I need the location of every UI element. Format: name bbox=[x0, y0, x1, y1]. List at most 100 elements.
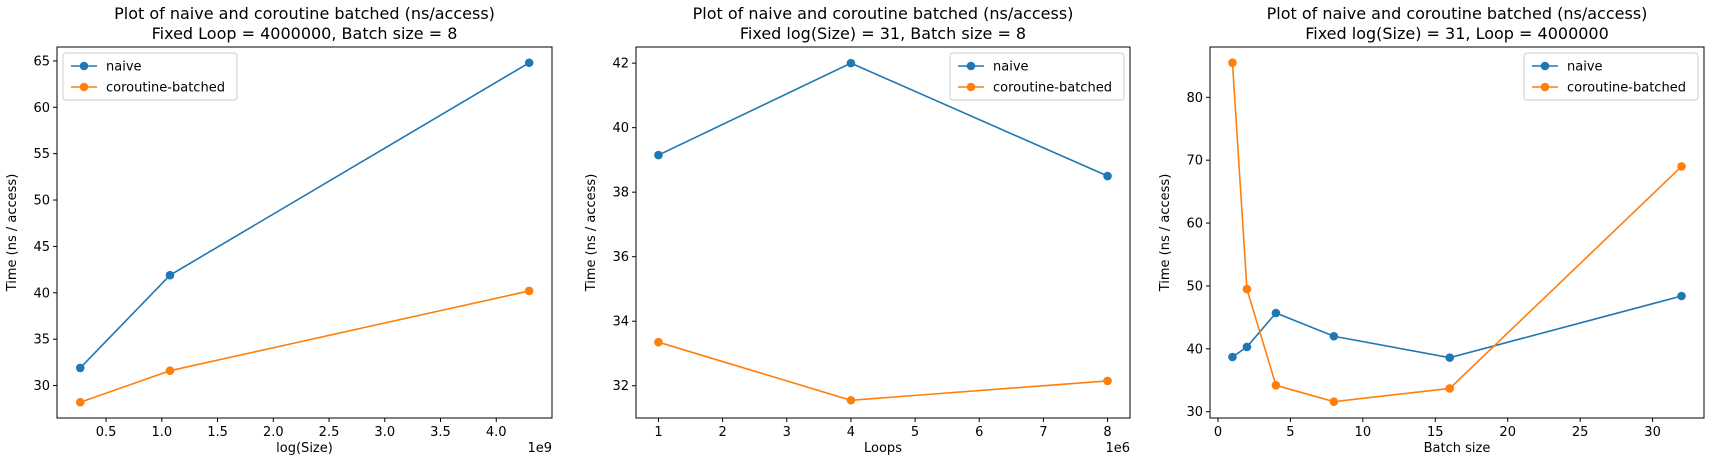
x-tick-label: 4 bbox=[847, 425, 855, 440]
x-tick-label: 7 bbox=[1039, 425, 1047, 440]
data-point-coroutine-batched bbox=[524, 286, 534, 296]
data-point-coroutine-batched bbox=[846, 395, 856, 405]
data-point-naive bbox=[1445, 353, 1455, 362]
series-line-naive bbox=[79, 62, 530, 369]
x-tick-label: 0.5 bbox=[96, 425, 117, 440]
data-point-naive bbox=[75, 363, 85, 373]
y-tick-label: 35 bbox=[33, 333, 50, 348]
y-tick-label: 55 bbox=[33, 147, 50, 162]
data-point-coroutine-batched bbox=[1329, 397, 1339, 406]
x-tick-label: 6 bbox=[975, 425, 983, 440]
data-point-coroutine-batched bbox=[1103, 376, 1112, 386]
chart-1: Plot of naive and coroutine batched (ns/… bbox=[5, 4, 553, 456]
plot-frame bbox=[635, 46, 1131, 419]
legend-marker-swatch bbox=[966, 82, 976, 92]
y-tick-label: 40 bbox=[33, 286, 50, 301]
y-tick-label: 38 bbox=[612, 186, 629, 201]
series-line-naive bbox=[1231, 295, 1682, 359]
legend-label: coroutine-batched bbox=[106, 81, 225, 96]
x-axis-label: Loops bbox=[864, 441, 902, 456]
data-point-naive bbox=[1228, 352, 1237, 362]
y-axis-label: Time (ns / access) bbox=[1158, 174, 1173, 293]
y-tick-label: 60 bbox=[33, 101, 50, 116]
series-line-coroutine-batched bbox=[658, 341, 1108, 402]
legend-label: naive bbox=[993, 60, 1029, 75]
data-point-naive bbox=[654, 150, 663, 160]
data-point-naive bbox=[165, 270, 175, 280]
x-tick-label: 2 bbox=[718, 425, 726, 440]
legend-frame bbox=[949, 52, 1125, 101]
x-tick-label: 20 bbox=[1499, 425, 1516, 440]
chart-2: Plot of naive and coroutine batched (ns/… bbox=[584, 4, 1131, 456]
y-tick-label: 32 bbox=[612, 379, 629, 394]
data-point-naive bbox=[1242, 342, 1252, 352]
x-tick-label: 2.5 bbox=[319, 425, 340, 440]
data-point-naive bbox=[524, 58, 534, 68]
x-tick-label: 5 bbox=[911, 425, 919, 440]
x-tick-label: 1.0 bbox=[151, 425, 172, 440]
y-tick-label: 30 bbox=[1186, 405, 1203, 420]
data-point-coroutine-batched bbox=[1271, 381, 1281, 390]
chart-subtitle: Fixed log(Size) = 31, Batch size = 8 bbox=[740, 24, 1026, 43]
series-line-coroutine-batched bbox=[1231, 62, 1683, 403]
series-line-coroutine-batched bbox=[79, 290, 530, 403]
data-point-coroutine-batched bbox=[1228, 58, 1237, 68]
x-tick-label: 4.0 bbox=[486, 425, 507, 440]
y-axis-label: Time (ns / access) bbox=[5, 174, 20, 293]
legend-frame bbox=[62, 52, 238, 101]
x-axis-label: Batch size bbox=[1424, 441, 1491, 456]
x-tick-label: 3.0 bbox=[374, 425, 395, 440]
data-point-naive bbox=[846, 58, 856, 68]
x-tick-label: 25 bbox=[1572, 425, 1589, 440]
y-tick-label: 40 bbox=[612, 121, 629, 136]
data-point-coroutine-batched bbox=[654, 337, 663, 347]
x-offset-label: 1e6 bbox=[1105, 441, 1130, 456]
x-tick-label: 1.5 bbox=[207, 425, 228, 440]
data-point-coroutine-batched bbox=[165, 366, 175, 375]
legend-label: coroutine-batched bbox=[993, 81, 1112, 96]
x-tick-label: 8 bbox=[1103, 425, 1111, 440]
y-tick-label: 70 bbox=[1186, 154, 1203, 169]
chart-title: Plot of naive and coroutine batched (ns/… bbox=[114, 4, 495, 23]
x-tick-label: 1 bbox=[654, 425, 662, 440]
legend: naive coroutine-batched bbox=[62, 52, 238, 101]
plot-frame bbox=[56, 46, 553, 419]
x-tick-label: 15 bbox=[1427, 425, 1444, 440]
y-tick-label: 40 bbox=[1186, 342, 1203, 357]
data-point-naive bbox=[1271, 308, 1281, 318]
data-point-coroutine-batched bbox=[1445, 384, 1455, 393]
legend-marker-swatch bbox=[1540, 82, 1550, 92]
legend-frame bbox=[1523, 52, 1699, 101]
y-tick-label: 42 bbox=[612, 57, 629, 72]
x-tick-label: 0 bbox=[1214, 425, 1222, 440]
data-point-coroutine-batched bbox=[1242, 284, 1252, 294]
x-axis-label: log(Size) bbox=[276, 441, 333, 456]
y-tick-label: 65 bbox=[33, 54, 50, 69]
legend-marker-swatch bbox=[79, 61, 89, 71]
y-tick-label: 50 bbox=[33, 194, 50, 209]
x-tick-label: 3.5 bbox=[430, 425, 451, 440]
data-point-naive bbox=[1329, 331, 1339, 341]
chart-title: Plot of naive and coroutine batched (ns/… bbox=[693, 4, 1074, 23]
x-tick-label: 3 bbox=[783, 425, 791, 440]
x-offset-label: 1e9 bbox=[527, 441, 552, 456]
legend: naive coroutine-batched bbox=[1523, 52, 1699, 101]
legend: naive coroutine-batched bbox=[949, 52, 1125, 101]
data-point-coroutine-batched bbox=[1677, 162, 1686, 171]
chart-subtitle: Fixed log(Size) = 31, Loop = 4000000 bbox=[1305, 24, 1609, 43]
x-tick-label: 5 bbox=[1286, 425, 1294, 440]
chart-title: Plot of naive and coroutine batched (ns/… bbox=[1267, 4, 1648, 23]
plot-frame bbox=[1209, 46, 1705, 419]
legend-marker-swatch bbox=[1540, 61, 1550, 71]
y-tick-label: 45 bbox=[33, 240, 50, 255]
y-tick-label: 30 bbox=[33, 379, 50, 394]
legend-marker-swatch bbox=[966, 61, 976, 71]
legend-label: naive bbox=[1567, 60, 1603, 75]
y-tick-label: 60 bbox=[1186, 217, 1203, 232]
data-point-coroutine-batched bbox=[75, 397, 85, 407]
y-tick-label: 50 bbox=[1186, 279, 1203, 294]
x-tick-label: 10 bbox=[1355, 425, 1372, 440]
y-tick-label: 34 bbox=[612, 315, 629, 330]
legend-marker-swatch bbox=[79, 82, 89, 92]
